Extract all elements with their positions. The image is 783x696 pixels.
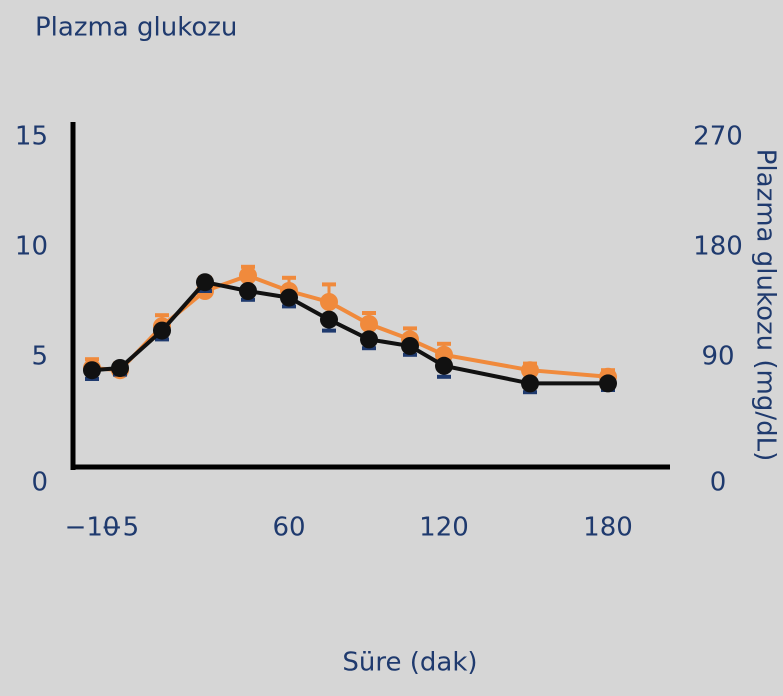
x-tick-label: 180 xyxy=(583,513,633,543)
point xyxy=(239,282,257,300)
x-tick-label: −5 xyxy=(101,513,139,543)
point xyxy=(196,273,214,292)
point xyxy=(401,337,419,355)
x-tick-label: 120 xyxy=(419,513,469,543)
x-tick-label: 60 xyxy=(272,513,305,543)
chart-title: Plazma glukozu xyxy=(35,13,237,43)
point xyxy=(153,321,171,340)
y2-tick-label: 180 xyxy=(693,232,743,262)
point xyxy=(360,330,378,349)
point xyxy=(111,359,129,377)
y2-tick-label: 90 xyxy=(701,342,734,372)
point xyxy=(360,315,378,333)
point xyxy=(280,288,298,307)
x-tick-label: −10 xyxy=(65,513,120,543)
point xyxy=(521,374,539,393)
y2-tick-label: 0 xyxy=(710,468,727,498)
y2-axis-label: Plazma glukozu (mg/dL) xyxy=(751,149,781,462)
series-line xyxy=(91,280,608,386)
y-tick-label: 15 xyxy=(15,122,48,152)
point xyxy=(239,266,257,285)
y-tick-label: 5 xyxy=(31,342,48,372)
point xyxy=(83,361,101,380)
point xyxy=(320,293,338,311)
point xyxy=(599,374,617,393)
y-tick-label: 10 xyxy=(15,232,48,262)
x-axis-label: Süre (dak) xyxy=(342,648,477,678)
point xyxy=(435,356,453,375)
point xyxy=(521,361,539,380)
y-tick-label: 0 xyxy=(31,468,48,498)
point xyxy=(320,310,338,329)
y2-tick-label: 270 xyxy=(693,122,743,152)
